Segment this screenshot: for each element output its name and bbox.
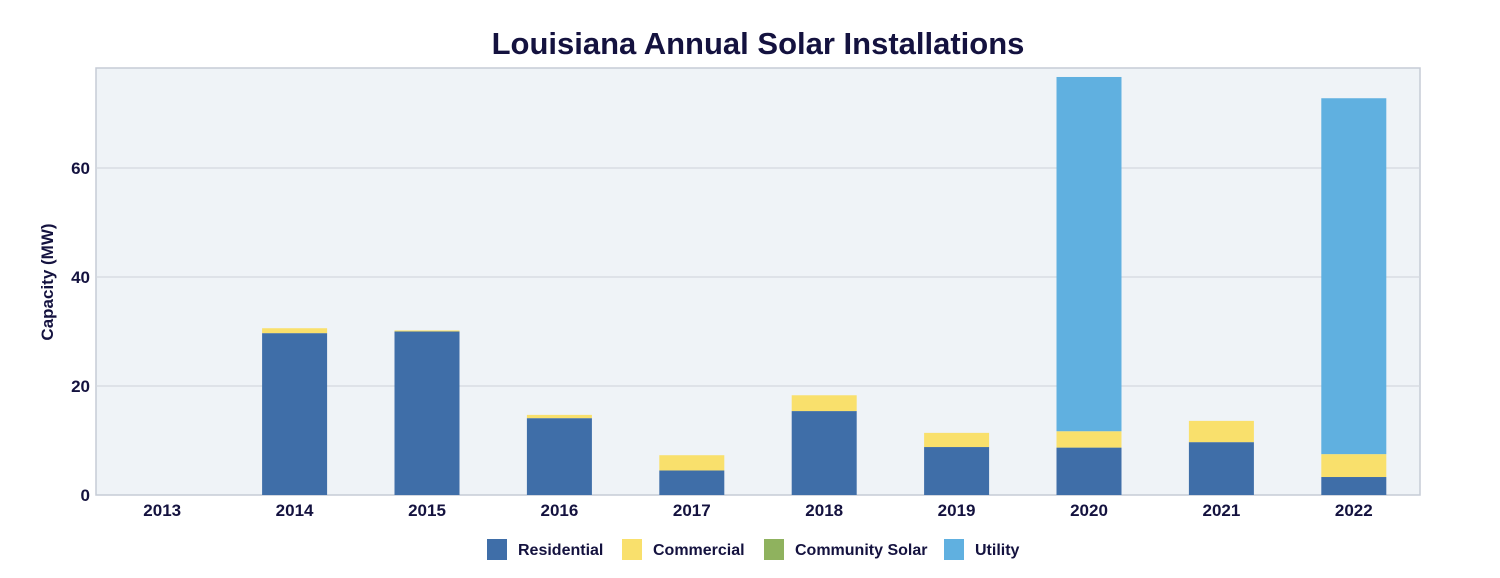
x-tick-label: 2020 [1070, 501, 1108, 520]
legend: Residential Commercial Community Solar Util… [487, 539, 1020, 560]
y-tick-label: 0 [81, 486, 90, 505]
bar-commercial-2020 [1056, 431, 1122, 448]
bar-residential-2017 [659, 470, 725, 495]
legend-swatch-utility [944, 539, 964, 560]
y-axis-ticks: 0 20 40 60 [71, 159, 90, 505]
bar-commercial-2021 [1188, 420, 1254, 443]
bar-commercial-2019 [924, 432, 990, 448]
bars [262, 76, 1387, 495]
bar-commercial-2014 [262, 328, 328, 334]
y-tick-label: 40 [71, 268, 90, 287]
legend-swatch-commercial [622, 539, 642, 560]
bar-commercial-2022 [1321, 454, 1387, 478]
x-tick-label: 2014 [276, 501, 314, 520]
bar-residential-2020 [1056, 447, 1122, 495]
y-axis-label: Capacity (MW) [38, 223, 57, 340]
bar-residential-2014 [262, 333, 328, 495]
x-tick-label: 2017 [673, 501, 711, 520]
bar-commercial-2015 [394, 330, 460, 332]
bar-commercial-2017 [659, 455, 725, 471]
x-tick-label: 2018 [805, 501, 843, 520]
y-tick-label: 60 [71, 159, 90, 178]
bar-residential-2022 [1321, 477, 1387, 495]
legend-swatch-community-solar [764, 539, 784, 560]
bar-commercial-2018 [791, 395, 857, 412]
bar-utility-2022 [1321, 98, 1387, 455]
legend-label: Utility [975, 542, 1020, 559]
legend-label: Community Solar [795, 542, 927, 559]
bar-residential-2015 [394, 331, 460, 495]
y-tick-label: 20 [71, 377, 90, 396]
bar-commercial-2016 [526, 414, 592, 419]
bar-residential-2021 [1188, 442, 1254, 495]
bar-residential-2016 [526, 418, 592, 495]
bar-utility-2020 [1056, 76, 1122, 432]
legend-swatch-residential [487, 539, 507, 560]
x-tick-label: 2021 [1202, 501, 1240, 520]
x-tick-label: 2013 [143, 501, 181, 520]
chart-title: Louisiana Annual Solar Installations [492, 26, 1025, 61]
legend-label: Residential [518, 542, 603, 559]
x-tick-label: 2016 [540, 501, 578, 520]
legend-label: Commercial [653, 542, 745, 559]
bar-residential-2019 [924, 447, 990, 495]
x-tick-label: 2022 [1335, 501, 1373, 520]
x-axis-ticks: 2013 2014 2015 2016 2017 2018 2019 2020 2021 2022 [143, 501, 1372, 520]
bar-residential-2018 [791, 411, 857, 495]
x-tick-label: 2019 [938, 501, 976, 520]
x-tick-label: 2015 [408, 501, 446, 520]
